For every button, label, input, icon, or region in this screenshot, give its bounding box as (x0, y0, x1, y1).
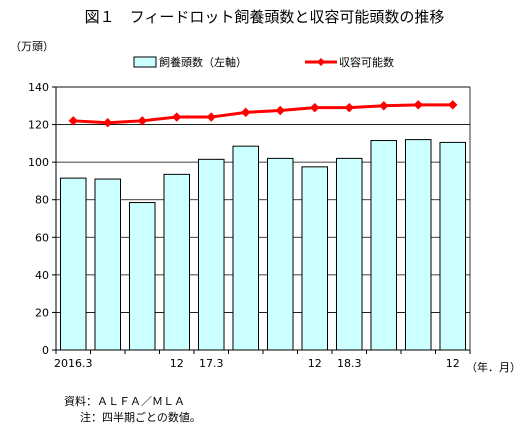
y-tick-label: 140 (28, 81, 49, 94)
x-tick-label: 17.3 (199, 357, 224, 370)
x-tick-label: 12 (170, 357, 184, 370)
y-tick-label: 120 (28, 119, 49, 132)
line-marker (172, 112, 182, 122)
y-tick-label: 0 (42, 344, 49, 357)
bar (370, 140, 398, 351)
x-tick-label: 12 (446, 357, 460, 370)
line-series (68, 100, 458, 128)
line-marker (206, 112, 216, 122)
line-series-path (73, 103, 453, 125)
legend: 飼養頭数（左軸） 収容可能数 (133, 55, 394, 69)
line-marker (310, 102, 320, 113)
x-axis-unit-label: （年．月） (466, 360, 521, 374)
line-marker (448, 100, 458, 110)
legend-label-bar: 飼養頭数（左軸） (159, 55, 247, 69)
y-tick-label: 20 (35, 306, 49, 319)
y-tick-label: 40 (35, 269, 49, 282)
y-tick-label: 80 (35, 194, 49, 207)
line-marker (68, 116, 78, 126)
line-marker (103, 117, 113, 128)
source-note: 資料：ＡＬＦＡ／ＭＬＡ (64, 395, 185, 408)
bar (335, 157, 363, 351)
line-marker (413, 100, 423, 110)
x-tick-label: 2016.3 (54, 357, 93, 370)
axes: 0 20 40 60 80 100 120 140 2016.3 12 17.3 12 18.3 12 (28, 81, 471, 370)
bar (301, 166, 329, 351)
bar-series (59, 139, 467, 351)
x-tick-label: 18.3 (337, 357, 362, 370)
legend-swatch-bar (133, 56, 157, 68)
bar (163, 173, 191, 351)
line-marker (137, 116, 147, 126)
bar (232, 145, 260, 351)
legend-label-line: 収容可能数 (339, 55, 394, 69)
footnote: 注：四半期ごとの数値。 (80, 411, 201, 424)
x-tick-label: 12 (308, 357, 322, 370)
bar (197, 158, 225, 351)
bar (94, 178, 122, 351)
bar (128, 202, 156, 351)
y-axis-unit-label: （万頭） (10, 40, 54, 53)
bar (266, 157, 294, 351)
y-tick-label: 60 (35, 231, 49, 244)
line-marker (379, 101, 389, 111)
bar (439, 141, 467, 351)
figure-title: 図１ フィードロット飼養頭数と収容可能頭数の推移 (84, 8, 445, 26)
legend-swatch-marker (317, 58, 325, 66)
y-tick-label: 100 (28, 156, 49, 169)
bar (59, 177, 87, 351)
line-marker (241, 107, 251, 118)
bar (404, 139, 432, 351)
line-marker (275, 105, 285, 116)
line-marker (344, 102, 354, 113)
